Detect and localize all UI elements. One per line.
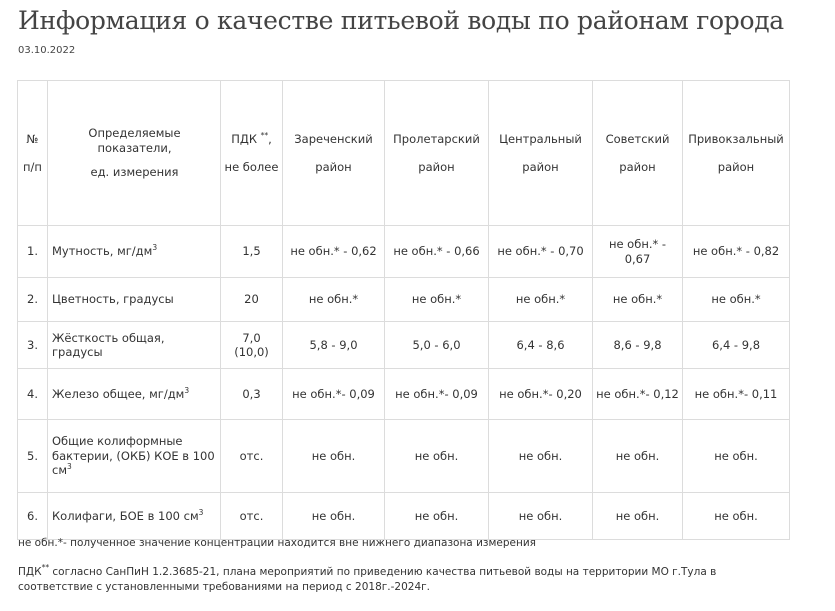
cell-value: не обн.*- 0,20: [488, 368, 593, 420]
header-pdk-sup: **: [260, 130, 269, 140]
indicator-text: Цветность, градусы: [52, 292, 174, 307]
header-pdk: ПДК **, не более: [220, 80, 283, 226]
row-pdk: отс.: [220, 419, 283, 493]
row-pdk: отс.: [220, 492, 283, 540]
cell-value: 5,0 - 6,0: [384, 321, 489, 369]
cell-value: не обн.* - 0,67: [592, 225, 683, 278]
table-header-row: № п/п Определяемые показатели, ед. измер…: [17, 80, 790, 226]
page-title: Информация о качестве питьевой воды по р…: [18, 6, 784, 35]
header-district-proletarsky: Пролетарский район: [384, 80, 489, 226]
header-district-name: Привокзальный: [688, 131, 784, 146]
water-quality-table: № п/п Определяемые показатели, ед. измер…: [17, 80, 790, 540]
header-district-word: район: [717, 160, 755, 174]
row-indicator: Мутность, мг/дм3: [47, 225, 221, 278]
table-row: 3. Жёсткость общая, градусы 7,0 (10,0) 5…: [17, 321, 790, 369]
indicator-sup: 3: [198, 507, 204, 517]
footnote-pdk: ПДК** согласно СанПиН 1.2.3685-21, плана…: [18, 563, 738, 595]
footnote-not-detected: не обн.*- полученное значение концентрац…: [18, 537, 537, 549]
header-pdk-label: ПДК: [231, 131, 257, 146]
header-number-line2: п/п: [23, 160, 42, 174]
table-row: 5. Общие колиформные бактерии, (ОКБ) КОЕ…: [17, 419, 790, 493]
indicator-text: Мутность, мг/дм: [52, 244, 153, 259]
table-row: 2. Цветность, градусы 20 не обн.* не обн…: [17, 277, 790, 322]
cell-value: не обн.*- 0,12: [592, 368, 683, 420]
header-indicator-line2: ед. измерения: [90, 165, 179, 180]
footnote-pdk-text: согласно СанПиН 1.2.3685-21, плана мероп…: [18, 566, 717, 593]
header-number: № п/п: [17, 80, 48, 226]
header-district-word: район: [315, 160, 352, 174]
cell-value: не обн.*- 0,11: [682, 368, 790, 420]
cell-value: 8,6 - 9,8: [592, 321, 683, 369]
table-row: 4. Железо общее, мг/дм3 0,3 не обн.*- 0,…: [17, 368, 790, 420]
table-row: 1. Мутность, мг/дм3 1,5 не обн.* - 0,62 …: [17, 225, 790, 278]
cell-value: не обн.*: [488, 277, 593, 322]
cell-value: не обн.: [592, 419, 683, 493]
indicator-sup: 3: [67, 462, 72, 472]
cell-value: не обн.* - 0,66: [384, 225, 489, 278]
row-indicator: Цветность, градусы: [47, 277, 221, 322]
row-indicator: Жёсткость общая, градусы: [47, 321, 221, 369]
cell-value: не обн.*- 0,09: [282, 368, 385, 420]
cell-value: не обн.*: [282, 277, 385, 322]
cell-value: не обн.* - 0,70: [488, 225, 593, 278]
row-number: 4.: [17, 368, 48, 420]
row-indicator: Общие колиформные бактерии, (ОКБ) КОЕ в …: [47, 419, 221, 493]
cell-value: не обн.*: [384, 277, 489, 322]
publication-date: 03.10.2022: [18, 45, 76, 56]
cell-value: не обн.*- 0,09: [384, 368, 489, 420]
header-district-name: Зареченский: [294, 131, 373, 146]
row-pdk: 7,0 (10,0): [220, 321, 283, 369]
header-pdk-line2: не более: [224, 160, 279, 174]
header-district-tsentralny: Центральный район: [488, 80, 593, 226]
header-district-sovetsky: Советский район: [592, 80, 683, 226]
header-indicator: Определяемые показатели, ед. измерения: [47, 80, 221, 226]
row-number: 2.: [17, 277, 48, 322]
header-district-word: район: [619, 160, 656, 174]
header-district-privokzalny: Привокзальный район: [682, 80, 790, 226]
indicator-sup: 3: [152, 243, 158, 253]
footnote-pdk-sup: **: [41, 563, 50, 572]
cell-value: 6,4 - 8,6: [488, 321, 593, 369]
cell-value: не обн.* - 0,82: [682, 225, 790, 278]
header-number-line1: №: [26, 131, 39, 146]
header-indicator-line1: Определяемые показатели,: [88, 126, 181, 155]
cell-value: не обн.: [592, 492, 683, 540]
cell-value: не обн.: [488, 492, 593, 540]
header-district-word: район: [418, 160, 455, 174]
row-number: 6.: [17, 492, 48, 540]
row-number: 3.: [17, 321, 48, 369]
cell-value: не обн.*: [682, 277, 790, 322]
row-number: 5.: [17, 419, 48, 493]
cell-value: не обн.*: [592, 277, 683, 322]
cell-value: не обн.: [282, 492, 385, 540]
row-pdk: 0,3: [220, 368, 283, 420]
header-district-name: Центральный: [499, 131, 582, 146]
row-number: 1.: [17, 225, 48, 278]
table-row: 6. Колифаги, БОЕ в 100 см3 отс. не обн. …: [17, 492, 790, 540]
indicator-text: Железо общее, мг/дм: [52, 386, 185, 401]
cell-value: не обн.: [488, 419, 593, 493]
header-district-name: Пролетарский: [393, 131, 480, 146]
row-pdk: 20: [220, 277, 283, 322]
footnote-pdk-label: ПДК: [18, 566, 42, 578]
indicator-text: Колифаги, БОЕ в 100 см: [52, 508, 199, 523]
header-pdk-comma: ,: [268, 131, 272, 146]
cell-value: 5,8 - 9,0: [282, 321, 385, 369]
row-pdk: 1,5: [220, 225, 283, 278]
cell-value: не обн.* - 0,62: [282, 225, 385, 278]
cell-value: не обн.: [682, 419, 790, 493]
indicator-text: Жёсткость общая, градусы: [52, 330, 165, 359]
cell-value: 6,4 - 9,8: [682, 321, 790, 369]
row-indicator: Колифаги, БОЕ в 100 см3: [47, 492, 221, 540]
indicator-sup: 3: [184, 385, 190, 395]
cell-value: не обн.: [682, 492, 790, 540]
cell-value: не обн.: [384, 419, 489, 493]
indicator-text: Общие колиформные бактерии, (ОКБ) КОЕ в …: [52, 434, 215, 478]
header-district-name: Советский: [605, 131, 670, 146]
header-district-zarechensky: Зареченский район: [282, 80, 385, 226]
cell-value: не обн.: [282, 419, 385, 493]
row-indicator: Железо общее, мг/дм3: [47, 368, 221, 420]
header-district-word: район: [522, 160, 559, 174]
cell-value: не обн.: [384, 492, 489, 540]
